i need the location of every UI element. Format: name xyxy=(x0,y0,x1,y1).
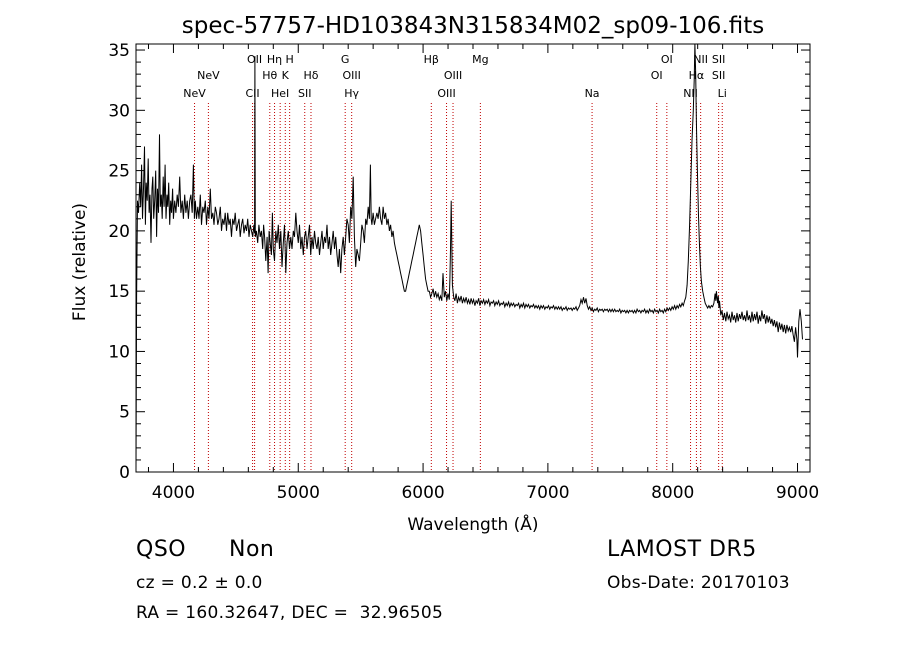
emission-line-label: Li xyxy=(718,87,727,100)
y-tick-label: 25 xyxy=(108,162,130,182)
emission-line-label: OI xyxy=(661,53,673,66)
y-axis-label: Flux (relative) xyxy=(70,203,90,321)
x-tick-label: 6000 xyxy=(401,483,444,503)
emission-line-label: SII xyxy=(712,53,725,66)
y-tick-label: 20 xyxy=(108,222,130,242)
emission-line-label: Hβ xyxy=(424,53,439,66)
emission-line-label: Hδ xyxy=(303,69,318,82)
y-tick-label: 30 xyxy=(108,101,130,121)
x-tick-label: 5000 xyxy=(277,483,320,503)
emission-line-label: OIII xyxy=(342,69,360,82)
emission-line-label: Hα xyxy=(689,69,705,82)
emission-line-label: NeV xyxy=(197,69,220,82)
emission-line-label: SII xyxy=(298,87,311,100)
emission-line-label: G xyxy=(341,53,350,66)
x-tick-label: 8000 xyxy=(651,483,694,503)
chart-title: spec-57757-HD103843N315834M02_sp09-106.f… xyxy=(182,13,764,39)
emission-line-label: NeV xyxy=(183,87,206,100)
emission-line-label: NII xyxy=(693,53,708,66)
x-tick-label: 4000 xyxy=(152,483,195,503)
emission-line-label: CII xyxy=(245,87,259,100)
y-tick-label: 5 xyxy=(119,403,130,423)
emission-line-label: Na xyxy=(585,87,600,100)
x-tick-label: 9000 xyxy=(776,483,819,503)
x-axis-ticks: 4000 5000 6000 7000 8000 9000 xyxy=(147,44,819,503)
x-tick-label: 7000 xyxy=(526,483,569,503)
y-tick-label: 0 xyxy=(119,463,130,483)
redshift-value: cz = 0.2 ± 0.0 xyxy=(136,573,263,593)
emission-line-label: Hγ xyxy=(344,87,359,100)
y-tick-label: 35 xyxy=(108,41,130,61)
observation-date: Obs-Date: 20170103 xyxy=(607,573,790,593)
spectrum-line xyxy=(135,43,803,470)
emission-line-label: OIII xyxy=(444,69,462,82)
emission-line-label: OIII xyxy=(437,87,455,100)
object-subclass: Non xyxy=(229,537,275,562)
emission-line-label: Mg xyxy=(472,53,488,66)
emission-line-label: H xyxy=(286,53,294,66)
x-axis-label: Wavelength (Å) xyxy=(407,513,538,535)
emission-line-label: K xyxy=(282,69,290,82)
plot-frame xyxy=(135,43,811,473)
emission-line-markers xyxy=(194,103,723,472)
y-tick-label: 10 xyxy=(108,342,130,362)
emission-line-labels: NeVNeVCIIOIIHθHηHeIKHSIIHδGOIIIHγHβOIIIO… xyxy=(183,53,727,100)
spectrum-chart: spec-57757-HD103843N315834M02_sp09-106.f… xyxy=(70,13,819,535)
sky-coordinates: RA = 160.32647, DEC = 32.96505 xyxy=(136,603,444,623)
emission-line-label: HeI xyxy=(271,87,289,100)
emission-line-label: SII xyxy=(712,69,725,82)
emission-line-label: Hθ xyxy=(262,69,277,82)
y-axis-ticks: 0 5 10 15 20 25 30 35 xyxy=(108,41,810,483)
object-class: QSO xyxy=(136,537,187,562)
emission-line-label: OI xyxy=(651,69,663,82)
y-tick-label: 15 xyxy=(108,282,130,302)
emission-line-label: Hη xyxy=(267,53,282,66)
survey-name: LAMOST DR5 xyxy=(607,537,757,562)
